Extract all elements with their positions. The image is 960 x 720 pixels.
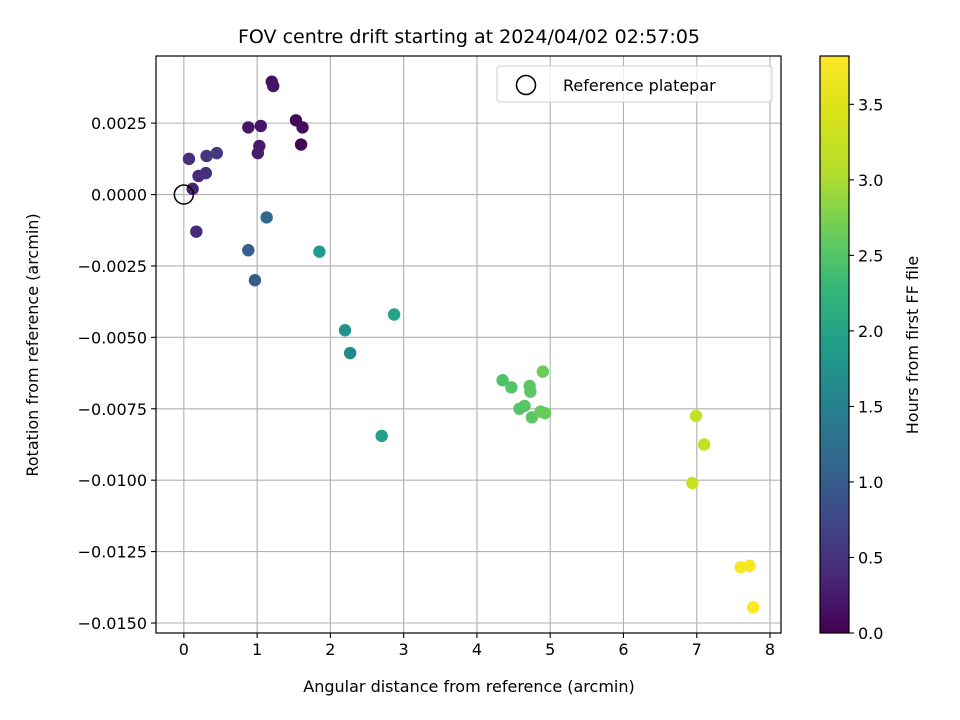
legend-box (496, 65, 773, 103)
y-tick-label: −0.0075 (78, 400, 147, 419)
data-point (525, 411, 539, 424)
y-tick-label: −0.0050 (78, 328, 147, 347)
y-axis-ticks: 0.0025 0.0000 −0.0025 −0.0050 −0.0075 −0.0100… (78, 114, 156, 633)
x-tick-label: 2 (325, 640, 335, 659)
x-tick-label: 0 (179, 640, 189, 659)
data-point (313, 245, 326, 258)
x-tick-label: 3 (399, 640, 409, 659)
data-point (387, 308, 401, 321)
colorbar-tick-label: 3.0 (858, 171, 883, 190)
y-tick-label: −0.0150 (78, 614, 147, 633)
legend-reference-icon (515, 74, 537, 96)
data-point (524, 385, 537, 398)
data-point (296, 121, 309, 134)
colorbar: 0.0 0.5 1.0 1.5 2.0 2.5 3.0 3.5 Hours from firs… (819, 55, 922, 643)
data-point (338, 324, 352, 337)
colorbar-frame (819, 55, 850, 634)
data-point (496, 374, 509, 387)
chart-title: FOV centre drift starting at 2024/04/02 … (238, 26, 700, 48)
x-tick-label: 8 (765, 640, 775, 659)
data-point (505, 381, 518, 394)
data-point (210, 146, 224, 160)
y-axis-title: Rotation from reference (arcmin) (23, 213, 42, 476)
x-axis-title: Angular distance from reference (arcmin) (303, 677, 634, 696)
colorbar-tick-label: 2.0 (858, 322, 883, 341)
data-point (254, 119, 267, 133)
y-tick-label: 0.0025 (91, 114, 147, 133)
x-tick-label: 4 (472, 640, 482, 659)
y-tick-label: −0.0025 (78, 257, 147, 276)
data-point (689, 409, 703, 423)
data-point (518, 399, 531, 413)
reference-marker-layer (173, 184, 195, 205)
data-point (743, 559, 756, 573)
grid (156, 56, 781, 633)
legend-entry-reference: Reference platepar (563, 76, 716, 95)
data-point (242, 244, 255, 257)
data-point (260, 211, 273, 224)
data-point (200, 149, 213, 163)
data-point (294, 138, 308, 151)
data-point (746, 601, 760, 614)
x-tick-label: 6 (618, 640, 628, 659)
data-point (190, 225, 203, 238)
colorbar-title: Hours from first FF file (903, 256, 922, 435)
data-point (242, 121, 255, 134)
x-tick-label: 1 (252, 640, 262, 659)
x-tick-label: 5 (545, 640, 555, 659)
data-points (182, 75, 760, 614)
colorbar-tick-label: 2.5 (858, 246, 883, 265)
colorbar-gradient (820, 56, 849, 633)
data-point (343, 346, 357, 360)
colorbar-tick-label: 3.5 (858, 95, 883, 114)
colorbar-tick-label: 0.5 (858, 548, 883, 567)
y-tick-label: −0.0125 (78, 543, 147, 562)
data-point (186, 182, 199, 196)
data-point (536, 365, 550, 378)
data-point (251, 146, 265, 160)
colorbar-tick-label: 1.5 (858, 397, 883, 416)
colorbar-ticks: 0.0 0.5 1.0 1.5 2.0 2.5 3.0 3.5 (849, 95, 883, 643)
x-tick-label: 7 (692, 640, 702, 659)
x-axis-ticks: 0 1 2 3 4 5 6 7 8 (179, 633, 775, 659)
colorbar-tick-label: 1.0 (858, 473, 883, 492)
data-point (182, 152, 196, 166)
data-point (375, 429, 388, 443)
y-tick-label: −0.0100 (78, 471, 147, 490)
data-point (538, 406, 552, 420)
reference-platepar-marker (173, 184, 195, 205)
y-tick-label: 0.0000 (91, 186, 147, 205)
data-point (267, 79, 280, 93)
data-point (248, 274, 262, 287)
plot-frame (155, 55, 782, 634)
data-point (199, 166, 213, 180)
data-point (686, 476, 699, 490)
legend: Reference platepar (496, 65, 773, 103)
colorbar-tick-label: 0.0 (858, 624, 883, 643)
data-point (697, 438, 711, 451)
